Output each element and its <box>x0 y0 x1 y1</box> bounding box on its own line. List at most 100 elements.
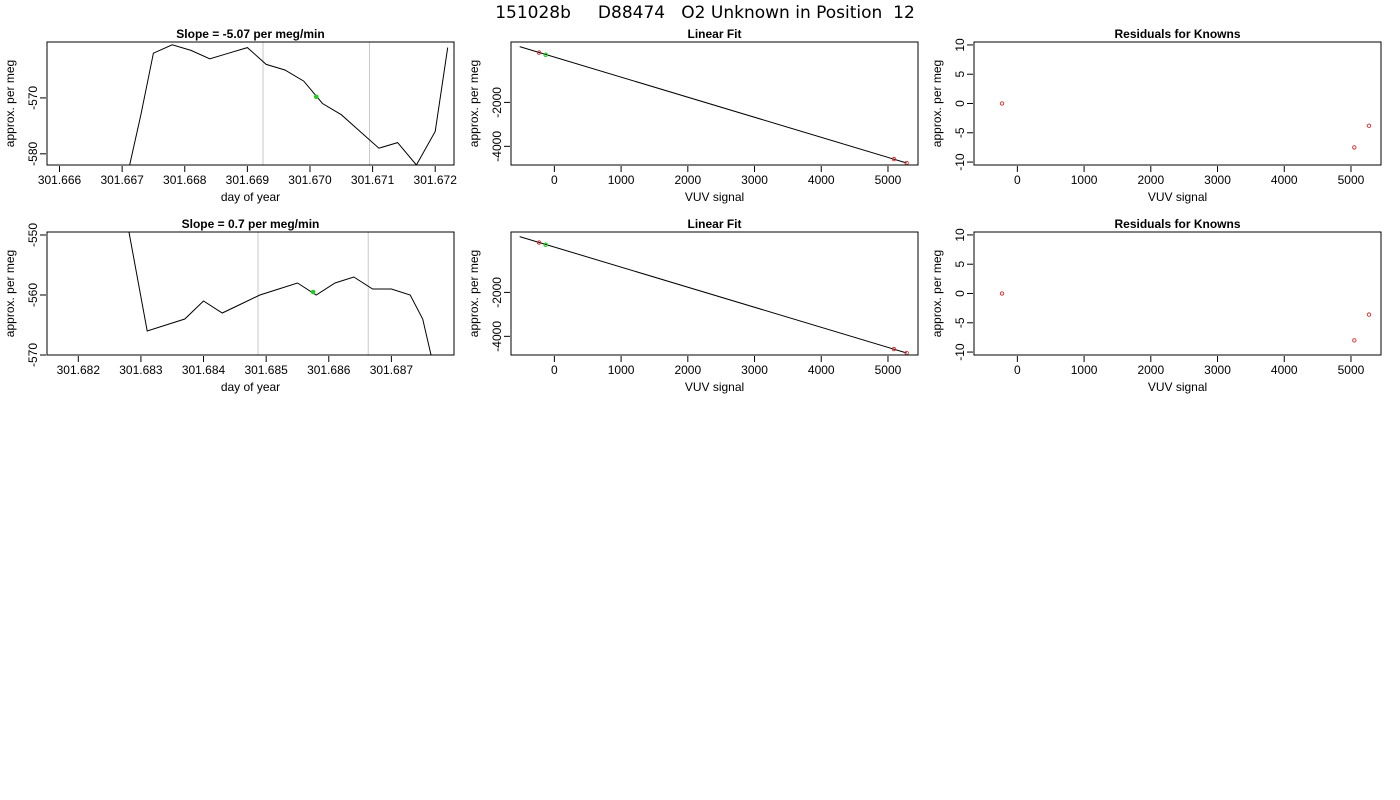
fit-2-y-tick-label: -4000 <box>490 321 504 352</box>
resid-1-y-tick-label: -5 <box>953 127 967 138</box>
trace-1-y-tick-label: -580 <box>26 141 40 165</box>
trace-1-panel: Slope = -5.07 per meg/min 301.666 301.667 3… <box>3 27 457 204</box>
resid-1-y-tick-label: 0 <box>953 100 967 107</box>
fit-1-y-axis-label: approx. per meg <box>467 60 481 147</box>
resid-2-known-point <box>999 291 1005 296</box>
figure-title: 151028b D88474 O2 Unknown in Position 12 <box>495 3 915 23</box>
fit-1-known-point <box>891 156 897 162</box>
resid-1-known-point <box>1366 123 1372 128</box>
resid-2-known-point <box>1352 338 1357 343</box>
resid-1-title: Residuals for Knowns <box>1114 27 1240 41</box>
fit-1-x-tick-label: 3000 <box>741 173 768 187</box>
fit-2-y-tick-label: -2000 <box>490 277 504 308</box>
trace-2-y-tick-label: -560 <box>26 283 40 307</box>
resid-1-panel: Residuals for Knowns 0 1000 2000 3000 4000 500… <box>930 27 1382 204</box>
trace-2-x-tick-label: 301.684 <box>182 363 226 377</box>
trace-1-x-tick-label: 301.669 <box>226 173 270 187</box>
trace-2-y-axis-label: approx. per meg <box>3 250 17 337</box>
resid-2-y-axis-label: approx. per meg <box>930 250 944 337</box>
fit-1-title: Linear Fit <box>687 27 741 41</box>
resid-1-x-tick-label: 4000 <box>1271 173 1298 187</box>
resid-2-x-tick-label: 4000 <box>1271 363 1298 377</box>
resid-1-known-point <box>1352 145 1357 150</box>
trace-2-y-tick-label: -570 <box>26 343 40 367</box>
resid-1-x-tick-label: 1000 <box>1071 173 1098 187</box>
trace-1-x-tick-label: 301.668 <box>163 173 207 187</box>
resid-2-x-tick-label: 1000 <box>1071 363 1098 377</box>
fit-1-known-point <box>536 50 542 55</box>
fit-1-panel: Linear Fit 0 1000 2000 3000 4000 5000 -4000 -200… <box>467 27 919 204</box>
resid-1-x-tick-label: 0 <box>1014 173 1021 187</box>
fit-1-x-tick-label: 5000 <box>875 173 902 187</box>
fit-2-plot-area <box>519 236 909 355</box>
fit-1-x-tick-label: 4000 <box>808 173 835 187</box>
fit-2-known-point <box>536 240 542 245</box>
fit-2-x-tick-label: 1000 <box>608 363 635 377</box>
resid-2-x-tick-label: 0 <box>1014 363 1021 377</box>
trace-1-x-tick-label: 301.667 <box>100 173 144 187</box>
fit-1-x-tick-label: 0 <box>551 173 558 187</box>
fit-2-x-tick-label: 5000 <box>875 363 902 377</box>
trace-2-x-tick-label: 301.687 <box>370 363 414 377</box>
resid-2-frame <box>973 231 1382 356</box>
trace-1-x-tick-label: 301.672 <box>414 173 458 187</box>
trace-1-series-line <box>129 44 449 165</box>
resid-2-plot-area <box>999 291 1372 343</box>
fit-1-y-tick-label: -4000 <box>490 131 504 162</box>
trace-2-frame <box>46 231 455 356</box>
trace-1-frame <box>46 41 455 166</box>
resid-1-y-axis-label: approx. per meg <box>930 60 944 147</box>
fit-1-y-tick-label: -2000 <box>490 87 504 118</box>
resid-1-y-tick-label: -10 <box>953 153 967 171</box>
fit-2-x-tick-label: 4000 <box>808 363 835 377</box>
trace-1-x-axis-label: day of year <box>221 190 280 204</box>
trace-2-y-tick-label: -550 <box>26 223 40 247</box>
trace-2-plot-area <box>128 232 432 355</box>
resid-1-frame <box>973 41 1382 166</box>
fit-1-fit-line <box>519 46 907 164</box>
trace-2-series-line <box>128 232 432 355</box>
trace-1-y-axis-label: approx. per meg <box>3 60 17 147</box>
resid-2-panel: Residuals for Knowns 0 1000 2000 3000 4000 500… <box>930 217 1382 394</box>
resid-1-plot-area <box>999 101 1372 150</box>
resid-2-y-tick-label: 5 <box>953 261 967 268</box>
trace-1-unknown-marker <box>313 94 319 100</box>
fit-2-title: Linear Fit <box>687 217 741 231</box>
fit-2-unknown-point <box>543 242 548 248</box>
trace-2-x-axis-label: day of year <box>221 380 280 394</box>
trace-1-x-tick-label: 301.671 <box>351 173 395 187</box>
resid-2-title: Residuals for Knowns <box>1114 217 1240 231</box>
resid-2-y-tick-label: -10 <box>953 343 967 361</box>
trace-1-x-tick-label: 301.670 <box>288 173 332 187</box>
fit-1-x-tick-label: 2000 <box>674 173 701 187</box>
resid-2-y-tick-label: 0 <box>953 290 967 297</box>
resid-1-y-tick-label: 10 <box>953 38 967 52</box>
resid-1-x-axis-label: VUV signal <box>1148 190 1207 204</box>
trace-2-unknown-marker <box>310 289 316 295</box>
resid-2-y-tick-label: -5 <box>953 317 967 328</box>
fit-1-unknown-point <box>543 52 548 58</box>
resid-2-y-tick-label: 10 <box>953 228 967 242</box>
trace-1-y-tick-label: -570 <box>26 86 40 110</box>
fit-2-frame <box>510 231 919 356</box>
fit-2-fit-line <box>519 236 907 354</box>
trace-2-x-tick-label: 301.683 <box>119 363 163 377</box>
fit-2-x-tick-label: 0 <box>551 363 558 377</box>
trace-2-x-tick-label: 301.685 <box>244 363 288 377</box>
resid-2-x-tick-label: 5000 <box>1338 363 1365 377</box>
fit-2-x-tick-label: 3000 <box>741 363 768 377</box>
resid-2-x-tick-label: 3000 <box>1204 363 1231 377</box>
fit-1-plot-area <box>519 46 909 165</box>
resid-2-known-point <box>1366 312 1372 317</box>
resid-1-y-tick-label: 5 <box>953 71 967 78</box>
fit-2-panel: Linear Fit 0 1000 2000 3000 4000 5000 -4000 -200… <box>467 217 919 394</box>
resid-1-x-tick-label: 3000 <box>1204 173 1231 187</box>
fit-1-frame <box>510 41 919 166</box>
fit-2-y-axis-label: approx. per meg <box>467 250 481 337</box>
resid-1-x-tick-label: 5000 <box>1338 173 1365 187</box>
resid-2-x-axis-label: VUV signal <box>1148 380 1207 394</box>
resid-2-x-tick-label: 2000 <box>1137 363 1164 377</box>
trace-1-title: Slope = -5.07 per meg/min <box>176 27 324 41</box>
trace-2-title: Slope = 0.7 per meg/min <box>182 217 320 231</box>
